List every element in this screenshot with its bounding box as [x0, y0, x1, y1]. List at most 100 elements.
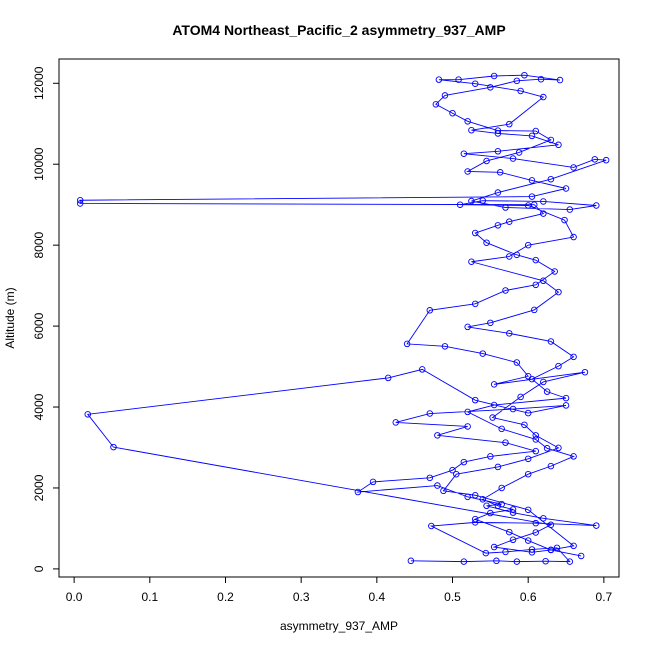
y-tick-label: 10000 [32, 147, 46, 181]
y-tick-label: 12000 [32, 66, 46, 100]
data-point [540, 93, 547, 101]
data-point [471, 396, 479, 404]
data-point [570, 164, 577, 171]
data-point [547, 462, 555, 470]
data-point [369, 478, 377, 486]
data-point [455, 76, 462, 83]
data-point [432, 101, 440, 108]
data-point [426, 410, 434, 417]
data-point [555, 288, 562, 296]
data-point [524, 409, 532, 417]
data-point [479, 197, 487, 204]
data-point [524, 506, 532, 514]
data-point [528, 193, 536, 200]
series-line [79, 74, 607, 563]
data-point [506, 330, 513, 337]
data-point [464, 323, 471, 331]
data-point [479, 350, 487, 357]
data-point [426, 474, 434, 482]
data-point [561, 216, 568, 224]
x-tick-label: 0.6 [520, 590, 537, 604]
data-point [532, 127, 540, 135]
data-point [464, 168, 471, 175]
data-point [556, 76, 564, 84]
data-point [517, 393, 524, 401]
data-point [483, 239, 490, 246]
data-point [468, 197, 475, 205]
data-point [553, 544, 561, 552]
data-point [471, 515, 479, 523]
data-point [543, 388, 551, 395]
data-point [449, 109, 456, 117]
data-point [440, 487, 447, 495]
data-point [392, 419, 400, 426]
data-point [498, 500, 505, 508]
data-point [524, 202, 532, 209]
data-point [494, 222, 502, 229]
data-point [464, 118, 471, 125]
data-point [602, 156, 610, 164]
data-point [449, 466, 456, 474]
x-tick-label: 0.2 [217, 590, 234, 604]
data-point [570, 233, 577, 241]
data-point [493, 557, 500, 565]
data-point [489, 414, 496, 421]
data-point [555, 141, 562, 149]
data-point [498, 425, 505, 433]
data-point [547, 175, 555, 183]
data-point [532, 447, 540, 455]
data-point [506, 120, 513, 128]
data-point [528, 549, 536, 556]
data-point [537, 75, 545, 83]
data-point [464, 493, 471, 501]
data-point [528, 546, 536, 553]
data-point [528, 132, 536, 140]
y-tick-label: 4000 [32, 393, 46, 420]
data-point [581, 368, 589, 376]
data-point [468, 258, 475, 266]
data-point [540, 210, 547, 217]
data-point [513, 558, 521, 565]
data-point [521, 421, 528, 429]
data-point [490, 543, 498, 551]
data-point [434, 432, 441, 439]
data-point [483, 502, 490, 510]
data-point [513, 359, 521, 366]
x-axis-label: asymmetry_937_AMP [280, 619, 398, 633]
data-point [460, 558, 468, 565]
data-point [551, 268, 558, 275]
data-point [593, 202, 600, 209]
data-point [426, 307, 434, 314]
data-point [490, 401, 498, 409]
y-tick-label: 2000 [32, 474, 46, 501]
data-point [479, 496, 487, 503]
data-point [418, 366, 426, 373]
data-point [513, 251, 521, 259]
data-point [487, 453, 494, 460]
y-tick-label: 6000 [32, 312, 46, 339]
data-point [487, 319, 494, 327]
data-point [407, 557, 415, 565]
data-point [471, 80, 479, 87]
data-point [482, 549, 490, 557]
x-tick-label: 0.7 [596, 590, 613, 604]
data-point [494, 463, 502, 471]
data-point [490, 381, 498, 388]
data-point [428, 522, 435, 530]
data-point [483, 157, 490, 165]
data-point [460, 458, 468, 466]
data-point [532, 519, 540, 527]
data-point [502, 439, 509, 446]
data-point [570, 542, 577, 550]
data-point [471, 229, 479, 237]
data-point [547, 338, 555, 345]
data-point [532, 281, 540, 289]
x-tick-label: 0.5 [444, 590, 461, 604]
data-point [540, 198, 547, 205]
data-point [562, 402, 570, 409]
data-point [593, 522, 600, 529]
data-point [524, 470, 532, 478]
data-point [487, 84, 494, 91]
y-axis-label: Altitude (m) [3, 287, 17, 348]
